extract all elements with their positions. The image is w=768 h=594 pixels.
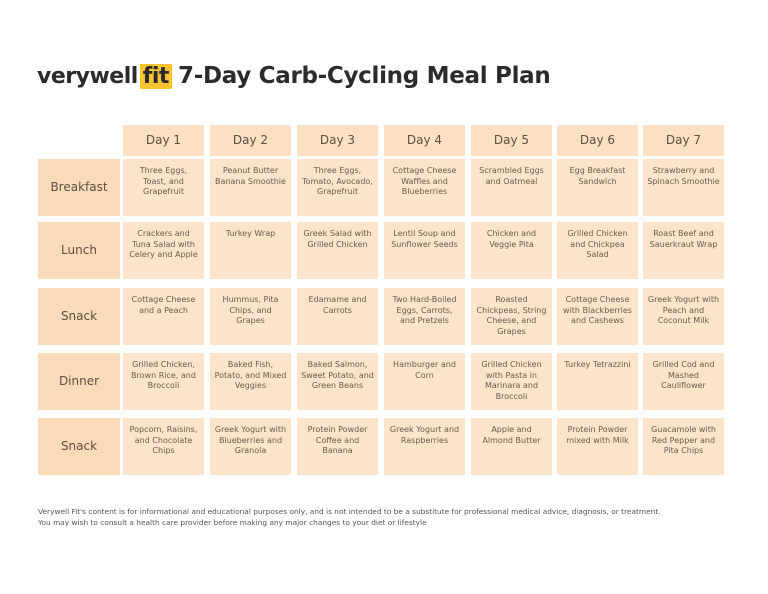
meal-cell: Three Eggs, Tomato, Avocado, Grapefruit (297, 159, 378, 216)
meal-cell: Grilled Chicken and Chickpea Salad (557, 222, 638, 279)
meal-cell: Turkey Wrap (210, 222, 291, 279)
meal-cell: Cottage Cheese and a Peach (123, 288, 204, 345)
meal-cell: Turkey Tetrazzini (557, 353, 638, 410)
column-header: Day 1 (123, 125, 204, 156)
column-header: Day 7 (643, 125, 724, 156)
meal-cell: Popcorn, Raisins, and Chocolate Chips (123, 418, 204, 475)
meal-cell: Greek Salad with Grilled Chicken (297, 222, 378, 279)
meal-cell: Baked Salmon, Sweet Potato, and Green Be… (297, 353, 378, 410)
meal-cell: Greek Yogurt with Peach and Coconut Milk (643, 288, 724, 345)
meal-cell: Grilled Chicken with Pasta in Marinara a… (471, 353, 552, 410)
meal-cell: Two Hard-Boiled Eggs, Carrots, and Pretz… (384, 288, 465, 345)
meal-cell: Roast Beef and Sauerkraut Wrap (643, 222, 724, 279)
column-header: Day 4 (384, 125, 465, 156)
meal-cell: Cottage Cheese Waffles and Blueberries (384, 159, 465, 216)
column-header: Day 6 (557, 125, 638, 156)
row-header: Lunch (38, 222, 120, 279)
meal-cell: Edamame and Carrots (297, 288, 378, 345)
meal-cell: Hummus, Pita Chips, and Grapes (210, 288, 291, 345)
meal-cell: Egg Breakfast Sandwich (557, 159, 638, 216)
meal-cell: Guacamole with Red Pepper and Pita Chips (643, 418, 724, 475)
row-header: Breakfast (38, 159, 120, 216)
meal-cell: Peanut Butter Banana Smoothie (210, 159, 291, 216)
meal-cell: Lentil Soup and Sunflower Seeds (384, 222, 465, 279)
meal-cell: Grilled Chicken, Brown Rice, and Broccol… (123, 353, 204, 410)
title: 7-Day Carb-Cycling Meal Plan (178, 63, 551, 89)
meal-cell: Hamburger and Corn (384, 353, 465, 410)
column-header: Day 3 (297, 125, 378, 156)
disclaimer: You may wish to consult a health care pr… (38, 518, 427, 527)
column-header: Day 2 (210, 125, 291, 156)
meal-cell: Three Eggs, Toast, and Grapefruit (123, 159, 204, 216)
meal-cell: Strawberry and Spinach Smoothie (643, 159, 724, 216)
meal-cell: Protein Powder mixed with Milk (557, 418, 638, 475)
row-header: Snack (38, 418, 120, 475)
brand: verywell (37, 64, 138, 89)
meal-cell: Roasted Chickpeas, String Cheese, and Gr… (471, 288, 552, 345)
brand-tag: fit (139, 64, 172, 89)
logo: verywell fit (37, 64, 172, 89)
meal-cell: Greek Yogurt and Raspberries (384, 418, 465, 475)
column-header: Day 5 (471, 125, 552, 156)
meal-cell: Grilled Cod and Mashed Cauliflower (643, 353, 724, 410)
meal-cell: Crackers and Tuna Salad with Celery and … (123, 222, 204, 279)
meal-cell: Cottage Cheese with Blackberries and Cas… (557, 288, 638, 345)
row-header: Snack (38, 288, 120, 345)
row-header: Dinner (38, 353, 120, 410)
meal-cell: Apple and Almond Butter (471, 418, 552, 475)
disclaimer: Verywell Fit's content is for informatio… (38, 507, 661, 516)
meal-cell: Greek Yogurt with Blueberries and Granol… (210, 418, 291, 475)
meal-cell: Chicken and Veggie Pita (471, 222, 552, 279)
meal-cell: Baked Fish, Potato, and Mixed Veggies (210, 353, 291, 410)
meal-cell: Protein Powder Coffee and Banana (297, 418, 378, 475)
meal-cell: Scrambled Eggs and Oatmeal (471, 159, 552, 216)
